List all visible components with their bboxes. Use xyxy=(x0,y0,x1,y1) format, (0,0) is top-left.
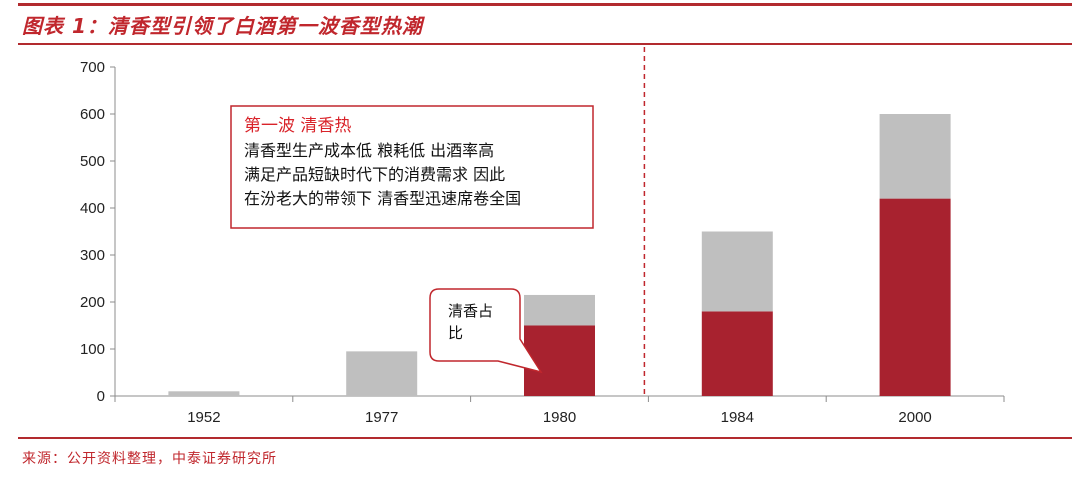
y-tick-label: 600 xyxy=(80,106,105,123)
bar-segment-series-2 xyxy=(701,231,773,312)
top-rule xyxy=(18,3,1072,6)
x-tick-label: 1977 xyxy=(365,409,398,426)
bars-layer xyxy=(168,114,951,396)
bar-segment-series-1 xyxy=(701,311,773,396)
annotation-line: 满足产品短缺时代下的消费需求 因此 xyxy=(244,165,505,184)
figure-title: 图表 1：清香型引领了白酒第一波香型热潮 xyxy=(22,14,423,38)
callout-bubble xyxy=(429,288,543,374)
x-tick-label: 1952 xyxy=(187,409,220,426)
bottom-rule xyxy=(18,437,1072,439)
bar-segment-series-1 xyxy=(524,325,595,396)
callout-text: 清香占 xyxy=(448,302,493,320)
title-rule xyxy=(18,43,1072,45)
bar-segment-series-2 xyxy=(168,391,240,396)
annotation-line: 清香型生产成本低 粮耗低 出酒率高 xyxy=(244,141,494,160)
annotation-title: 第一波 清香热 xyxy=(244,116,351,136)
x-tick-label: 1984 xyxy=(721,409,754,426)
y-tick-label: 100 xyxy=(80,341,105,358)
y-tick-label: 700 xyxy=(80,59,105,76)
bar-segment-series-2 xyxy=(879,114,951,199)
annotation-line: 在汾老大的带领下 清香型迅速席卷全国 xyxy=(244,189,521,208)
annotation-box xyxy=(230,105,594,229)
y-tick-label: 500 xyxy=(80,153,105,170)
y-tick-label: 200 xyxy=(80,294,105,311)
stacked-bar-chart: 0 100 200 300 400 500 600 700 1952 1977 1980 1984 20… xyxy=(80,47,1005,426)
callout-text: 比 xyxy=(448,324,463,342)
y-tick-label: 0 xyxy=(97,388,105,405)
source-note: 来源：公开资料整理，中泰证券研究所 xyxy=(22,451,277,467)
y-tick-label: 400 xyxy=(80,200,105,217)
bar-segment-series-2 xyxy=(524,294,595,326)
x-tick-label: 2000 xyxy=(898,409,931,426)
x-tick-label: 1980 xyxy=(543,409,576,426)
axes-layer: 0 100 200 300 400 500 600 700 1952 1977 1980 1984 20… xyxy=(80,59,1005,426)
y-tick-label: 300 xyxy=(80,247,105,264)
bar-segment-series-1 xyxy=(879,198,951,396)
bar-segment-series-2 xyxy=(346,351,418,396)
